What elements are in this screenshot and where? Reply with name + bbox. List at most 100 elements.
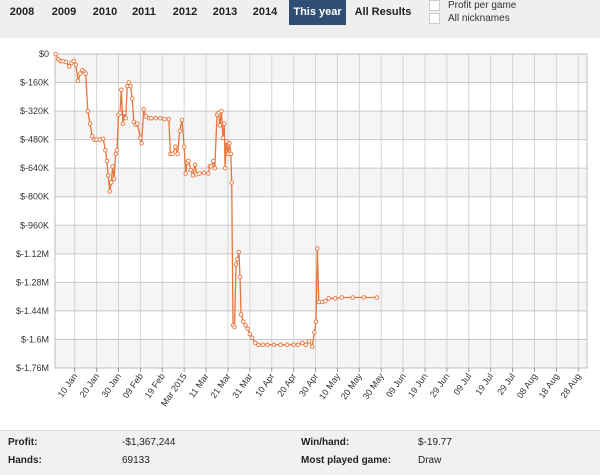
data-point[interactable] (236, 249, 242, 255)
all-nicknames-checkbox[interactable] (429, 13, 440, 24)
tab-2010[interactable]: 2010 (92, 6, 118, 18)
tab-2011[interactable]: 2011 (132, 6, 156, 18)
data-point[interactable] (130, 96, 135, 101)
data-point[interactable] (141, 107, 146, 112)
data-point[interactable] (110, 164, 115, 169)
data-point[interactable] (162, 116, 167, 122)
data-point[interactable] (111, 176, 117, 182)
tab-all-results[interactable]: All Results (354, 6, 412, 18)
data-point[interactable] (103, 148, 108, 153)
data-point[interactable] (247, 331, 253, 337)
data-point[interactable] (128, 83, 133, 89)
data-point[interactable] (238, 312, 244, 317)
data-point[interactable] (105, 173, 111, 178)
data-point[interactable] (143, 114, 149, 119)
data-point[interactable] (177, 128, 183, 133)
tab-2014[interactable]: 2014 (252, 6, 278, 18)
data-point[interactable] (113, 151, 118, 157)
data-point[interactable] (183, 171, 188, 176)
data-point[interactable] (85, 108, 91, 114)
data-point[interactable] (260, 342, 266, 348)
data-point[interactable] (222, 165, 228, 171)
data-point[interactable] (181, 144, 187, 150)
data-point[interactable] (256, 342, 261, 348)
data-point[interactable] (122, 110, 127, 116)
data-point[interactable] (107, 189, 112, 194)
data-point[interactable] (295, 342, 301, 348)
data-point[interactable] (235, 256, 240, 262)
data-point[interactable] (361, 295, 366, 300)
data-point[interactable] (175, 151, 180, 157)
data-point[interactable] (300, 340, 305, 346)
data-point[interactable] (166, 116, 172, 122)
data-point[interactable] (265, 342, 270, 348)
data-point[interactable] (87, 121, 93, 126)
tab-2012[interactable]: 2012 (172, 6, 198, 18)
data-point[interactable] (104, 158, 110, 164)
all-nicknames-option[interactable]: All nicknames (429, 13, 510, 25)
data-point[interactable] (53, 51, 58, 57)
data-point[interactable] (75, 78, 81, 84)
data-point[interactable] (233, 262, 239, 267)
tab-2008[interactable]: 2008 (9, 6, 35, 18)
data-point[interactable] (153, 115, 158, 121)
tab-2013[interactable]: 2013 (212, 6, 238, 18)
data-point[interactable] (374, 295, 380, 300)
data-point[interactable] (211, 158, 216, 164)
data-point[interactable] (221, 121, 227, 126)
data-point[interactable] (253, 340, 258, 346)
data-point[interactable] (83, 71, 88, 76)
data-point[interactable] (312, 330, 317, 335)
data-point[interactable] (186, 158, 191, 164)
data-point[interactable] (219, 108, 224, 114)
data-point[interactable] (220, 135, 226, 141)
data-point[interactable] (350, 295, 355, 300)
data-point[interactable] (339, 295, 345, 300)
data-point[interactable] (138, 135, 143, 141)
data-point[interactable] (212, 165, 218, 171)
data-point[interactable] (123, 115, 128, 121)
data-point[interactable] (179, 117, 185, 123)
data-point[interactable] (71, 58, 76, 64)
data-point[interactable] (100, 136, 106, 141)
data-point[interactable] (313, 319, 319, 324)
data-point[interactable] (190, 173, 196, 178)
data-point[interactable] (201, 170, 207, 175)
data-point[interactable] (284, 342, 290, 348)
tab-2009[interactable]: 2009 (51, 6, 77, 18)
data-point[interactable] (245, 326, 250, 332)
data-point[interactable] (315, 246, 320, 251)
data-point[interactable] (217, 123, 223, 128)
data-point[interactable] (326, 296, 331, 301)
data-point[interactable] (89, 133, 95, 139)
data-point[interactable] (188, 167, 193, 173)
data-point[interactable] (332, 296, 338, 301)
data-point[interactable] (119, 87, 124, 92)
data-point[interactable] (229, 180, 234, 185)
tab-this-year[interactable]: This year (289, 0, 346, 25)
data-point[interactable] (309, 344, 315, 349)
data-point[interactable] (170, 151, 175, 157)
data-point[interactable] (278, 342, 283, 348)
data-point[interactable] (73, 62, 79, 67)
profit-per-game-checkbox[interactable] (429, 0, 440, 11)
data-point[interactable] (192, 162, 198, 167)
data-point[interactable] (149, 115, 154, 121)
data-point[interactable] (114, 148, 120, 153)
data-point[interactable] (109, 180, 114, 185)
data-point[interactable] (227, 140, 232, 146)
data-point[interactable] (173, 144, 178, 150)
data-point[interactable] (323, 298, 328, 304)
data-point[interactable] (232, 324, 237, 330)
profit-per-game-option[interactable]: Profit per game (429, 0, 516, 12)
data-point[interactable] (157, 115, 163, 121)
data-point[interactable] (77, 71, 83, 76)
data-point[interactable] (271, 342, 277, 348)
data-point[interactable] (249, 335, 255, 340)
data-point[interactable] (126, 80, 132, 85)
data-point[interactable] (291, 342, 296, 348)
data-point[interactable] (120, 121, 126, 126)
data-point[interactable] (243, 322, 248, 328)
data-point[interactable] (237, 274, 243, 280)
data-point[interactable] (197, 171, 202, 176)
